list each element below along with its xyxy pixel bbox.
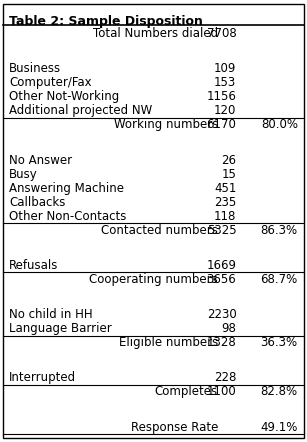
- Text: Contacted numbers: Contacted numbers: [101, 224, 218, 237]
- Text: 86.3%: 86.3%: [261, 224, 298, 237]
- Text: Table 2: Sample Disposition: Table 2: Sample Disposition: [9, 15, 203, 28]
- Text: 228: 228: [214, 371, 236, 385]
- Text: 49.1%: 49.1%: [260, 420, 298, 434]
- Text: Response Rate: Response Rate: [130, 420, 218, 434]
- Text: Total Numbers dialed: Total Numbers dialed: [93, 27, 218, 40]
- Text: Eligible numbers: Eligible numbers: [119, 336, 218, 349]
- Text: Computer/Fax: Computer/Fax: [9, 76, 92, 89]
- Text: No Answer: No Answer: [9, 153, 72, 167]
- Text: No child in HH: No child in HH: [9, 308, 93, 321]
- Text: Business: Business: [9, 62, 61, 75]
- Text: 5325: 5325: [207, 224, 236, 237]
- Text: 3656: 3656: [207, 273, 236, 286]
- Text: 68.7%: 68.7%: [261, 273, 298, 286]
- Text: 1328: 1328: [207, 336, 236, 349]
- Text: Busy: Busy: [9, 168, 38, 181]
- Text: 118: 118: [214, 210, 236, 223]
- Text: Cooperating numbers: Cooperating numbers: [89, 273, 218, 286]
- Text: Completes: Completes: [155, 385, 218, 398]
- Text: Interrupted: Interrupted: [9, 371, 76, 385]
- Text: 26: 26: [221, 153, 236, 167]
- Text: 235: 235: [214, 196, 236, 209]
- Text: Language Barrier: Language Barrier: [9, 322, 112, 335]
- Text: 36.3%: 36.3%: [261, 336, 298, 349]
- Text: 1156: 1156: [207, 90, 236, 103]
- Text: 120: 120: [214, 104, 236, 117]
- Text: 451: 451: [214, 182, 236, 194]
- Text: Refusals: Refusals: [9, 259, 59, 272]
- Text: Other Non-Contacts: Other Non-Contacts: [9, 210, 126, 223]
- Text: 15: 15: [222, 168, 236, 181]
- Text: 98: 98: [222, 322, 236, 335]
- Text: 82.8%: 82.8%: [261, 385, 298, 398]
- Text: 6170: 6170: [207, 118, 236, 131]
- Text: Answering Machine: Answering Machine: [9, 182, 124, 194]
- Text: Callbacks: Callbacks: [9, 196, 66, 209]
- Text: 80.0%: 80.0%: [261, 118, 298, 131]
- Text: 109: 109: [214, 62, 236, 75]
- Text: 7708: 7708: [207, 27, 236, 40]
- Text: 1100: 1100: [207, 385, 236, 398]
- Text: Other Not-Working: Other Not-Working: [9, 90, 119, 103]
- Text: Working numbers: Working numbers: [114, 118, 218, 131]
- Text: 153: 153: [214, 76, 236, 89]
- Text: 1669: 1669: [206, 259, 236, 272]
- Text: Additional projected NW: Additional projected NW: [9, 104, 153, 117]
- Text: 2230: 2230: [207, 308, 236, 321]
